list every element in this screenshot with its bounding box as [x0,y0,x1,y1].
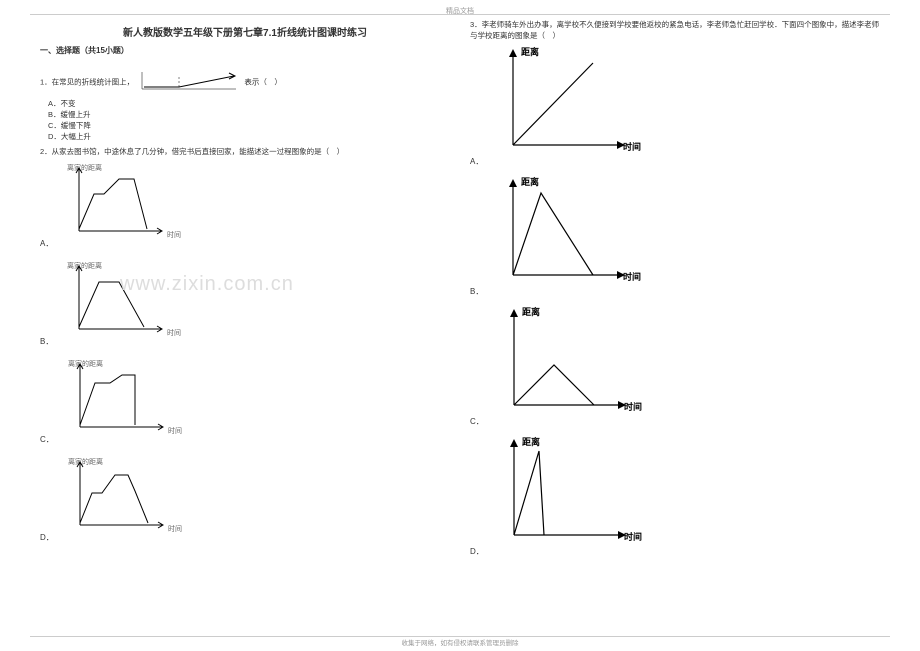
q1-after: 表示（ ） [244,78,282,87]
q2-chart-group: A． 离家的距离 时间 B． 离家的距离 时间 C． [40,159,450,551]
right-column: 3．李老师骑车外出办事，离学校不久便接到学校要他返校的紧急电话，李老师急忙赶回学… [470,20,880,563]
q3-option-b: B． 距离 时间 [470,173,880,297]
svg-text:时间: 时间 [168,524,182,533]
section-heading: 一、选择题（共15小题） [40,45,450,56]
q1-opt-a: A．不变 [48,98,450,109]
q3-option-c: C． 距离 时间 [470,303,880,427]
q2-opt-label-a: A． [40,238,53,249]
q3-chart-b: 距离 时间 [495,175,665,295]
svg-text:离家的距离: 离家的距离 [67,163,102,172]
q2-opt-label-c: C． [40,434,54,445]
svg-text:时间: 时间 [624,401,642,412]
svg-text:离家的距离: 离家的距离 [68,457,103,466]
svg-text:离家的距离: 离家的距离 [68,359,103,368]
q3-opt-label-d: D． [470,546,484,557]
svg-text:距离: 距离 [521,176,539,187]
q2-option-d: D． 离家的距离 时间 [40,453,450,543]
q2-option-c: C． 离家的距离 时间 [40,355,450,445]
svg-text:时间: 时间 [624,531,642,542]
q2-chart-d: 离家的距离 时间 [66,455,196,541]
q3-option-a: A． 距离 时间 [470,43,880,167]
q3-text: 3．李老师骑车外出办事，离学校不久便接到学校要他返校的紧急电话，李老师急忙赶回学… [470,20,880,41]
q3-opt-label-b: B． [470,286,483,297]
q3-option-d: D． 距离 时间 [470,433,880,557]
q3-opt-label-a: A． [470,156,483,167]
svg-text:离家的距离: 离家的距离 [67,261,102,270]
q3-chart-d: 距离 时间 [496,435,666,555]
doc-title: 新人教版数学五年级下册第七章7.1折线统计图课时练习 [40,24,450,39]
q1-opt-d: D．大幅上升 [48,131,450,142]
q3-chart-group: A． 距离 时间 B． [470,43,880,557]
svg-text:距离: 距离 [522,306,540,317]
q2-text: 2．从家去图书馆，中途休息了几分钟，借完书后直接回家，能描述这一过程图象的是（ … [40,147,450,158]
q1-opt-c: C．缓慢下降 [48,120,450,131]
svg-text:时间: 时间 [167,328,181,337]
q2-chart-a: 离家的距离 时间 [65,161,195,247]
svg-text:距离: 距离 [521,46,539,57]
q2-option-a: A． 离家的距离 时间 [40,159,450,249]
q1-opt-b: B．缓慢上升 [48,109,450,120]
q2-opt-label-b: B． [40,336,53,347]
q1-inline-chart [139,70,239,96]
q1-text: 1．在常见的折线统计图上， 表示（ ） [40,70,450,96]
svg-text:时间: 时间 [168,426,182,435]
svg-text:时间: 时间 [623,271,641,282]
q3-chart-a: 距离 时间 [495,45,665,165]
svg-text:距离: 距离 [522,436,540,447]
q2-opt-label-d: D． [40,532,54,543]
q1-options: A．不变 B．缓慢上升 C．缓慢下降 D．大幅上升 [40,98,450,143]
page-footer: 收集于网络，如有侵权请联系管理员删除 [402,637,519,647]
content-columns: 新人教版数学五年级下册第七章7.1折线统计图课时练习 一、选择题（共15小题） … [40,20,880,563]
q2-chart-c: 离家的距离 时间 [66,357,196,443]
q1-before: 1．在常见的折线统计图上， [40,78,134,87]
top-divider [30,14,890,15]
q3-opt-label-c: C． [470,416,484,427]
svg-text:时间: 时间 [167,230,181,239]
left-column: 新人教版数学五年级下册第七章7.1折线统计图课时练习 一、选择题（共15小题） … [40,20,450,563]
svg-text:时间: 时间 [623,141,641,152]
q2-option-b: B． 离家的距离 时间 [40,257,450,347]
q3-chart-c: 距离 时间 [496,305,666,425]
q2-chart-b: 离家的距离 时间 [65,259,195,345]
